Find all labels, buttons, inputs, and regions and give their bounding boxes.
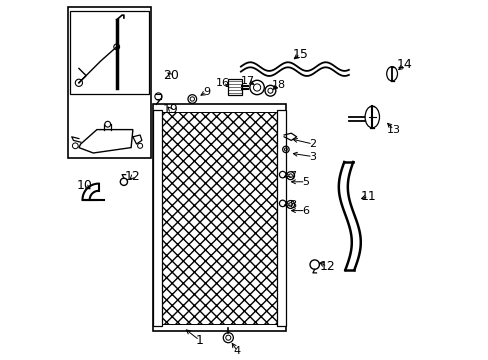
Text: 4: 4 [233,346,241,356]
Text: 8: 8 [289,200,296,210]
Text: 2: 2 [309,139,316,149]
Text: 12: 12 [125,170,141,183]
Text: 12: 12 [319,260,334,273]
Text: 18: 18 [271,80,285,90]
Bar [162,112,276,324]
Text: 1: 1 [195,334,203,347]
Text: 14: 14 [396,58,412,71]
Text: 19: 19 [163,103,178,116]
Text: 10: 10 [76,179,92,192]
Text: 5: 5 [302,177,308,187]
Ellipse shape [365,106,379,128]
Bar [152,110,162,326]
Text: 15: 15 [292,48,307,60]
Text: 9: 9 [203,87,210,97]
Ellipse shape [386,67,397,81]
Text: 16: 16 [216,78,229,88]
Text: 17: 17 [241,76,255,86]
Bar [70,11,149,94]
Bar [152,104,285,331]
Text: 3: 3 [309,152,316,162]
Text: 11: 11 [360,190,376,203]
Text: 6: 6 [302,206,308,216]
Text: 7: 7 [289,171,296,181]
Text: 20: 20 [163,69,178,82]
Circle shape [104,121,110,127]
Polygon shape [79,130,133,153]
Bar [68,7,151,158]
Bar [228,79,242,95]
Bar [276,110,285,326]
Text: 13: 13 [386,125,400,135]
